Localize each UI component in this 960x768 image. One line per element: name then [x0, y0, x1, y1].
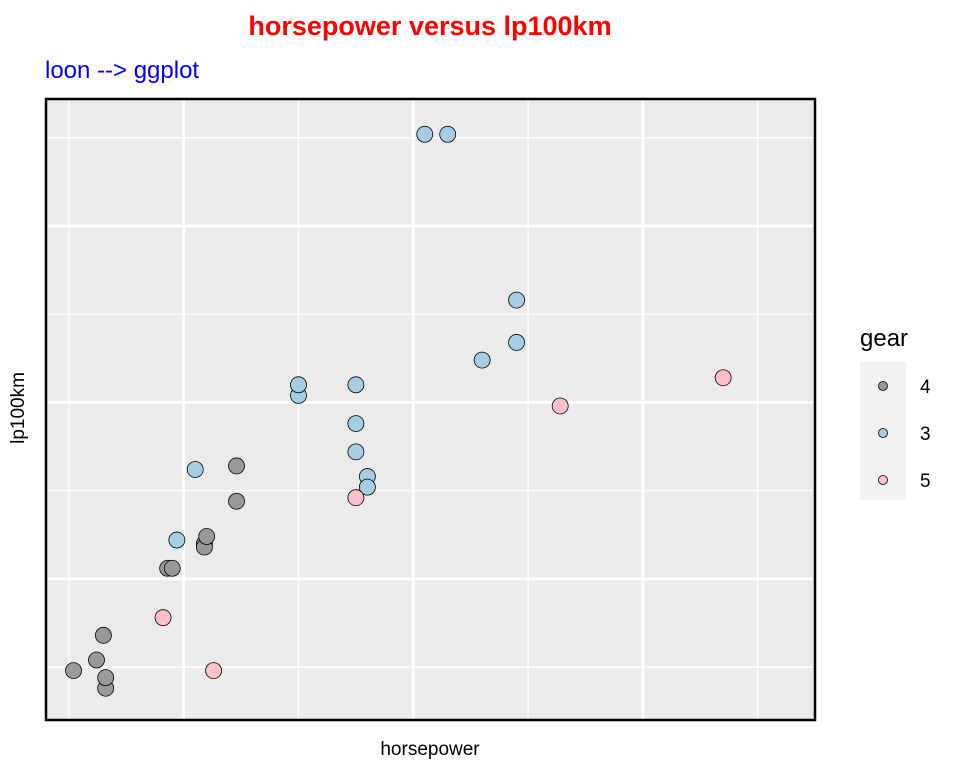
- data-point-gear-3: [168, 531, 186, 549]
- data-point-gear-4: [228, 492, 245, 510]
- legend-label-3: 3: [920, 424, 931, 445]
- plot-panel: [44, 97, 817, 722]
- data-point-gear-5: [551, 397, 569, 415]
- chart-subtitle: loon --> ggplot: [45, 57, 199, 84]
- data-points: [65, 125, 732, 697]
- data-point-gear-3: [439, 125, 457, 143]
- panel-border: [44, 97, 817, 722]
- data-point-gear-5: [714, 369, 732, 387]
- data-point-gear-3: [508, 334, 525, 351]
- data-point-gear-5: [347, 489, 365, 507]
- data-point-gear-3: [473, 351, 491, 369]
- data-point-gear-5: [205, 662, 222, 680]
- data-point-gear-3: [416, 125, 434, 143]
- data-point-gear-4: [65, 662, 82, 680]
- legend-title: gear: [860, 325, 908, 352]
- legend-key-4: [878, 381, 888, 391]
- data-point-gear-4: [198, 528, 216, 545]
- legend-label-4: 4: [920, 377, 931, 398]
- grid-lines: [46, 99, 815, 720]
- data-point-gear-4: [163, 559, 181, 577]
- data-point-gear-3: [347, 443, 365, 461]
- y-axis-label: lp100km: [8, 372, 29, 444]
- data-point-gear-3: [290, 376, 307, 394]
- panel-background: [46, 99, 815, 720]
- data-point-gear-3: [358, 478, 376, 496]
- data-point-gear-4: [94, 626, 112, 644]
- data-point-gear-4: [228, 457, 245, 475]
- legend: gear 4 3 5: [860, 325, 931, 500]
- chart-title: horsepower versus lp100km: [248, 11, 611, 41]
- x-axis-label: horsepower: [380, 739, 480, 760]
- data-point-gear-3: [508, 291, 525, 309]
- legend-key-5: [878, 475, 888, 485]
- legend-label-5: 5: [920, 471, 931, 492]
- data-point-gear-3: [347, 415, 365, 433]
- data-point-gear-3: [186, 461, 204, 478]
- data-point-gear-4: [88, 651, 105, 669]
- data-point-gear-3: [347, 376, 365, 394]
- data-point-gear-4: [97, 669, 115, 687]
- legend-key-3: [878, 428, 888, 438]
- data-point-gear-5: [154, 609, 172, 627]
